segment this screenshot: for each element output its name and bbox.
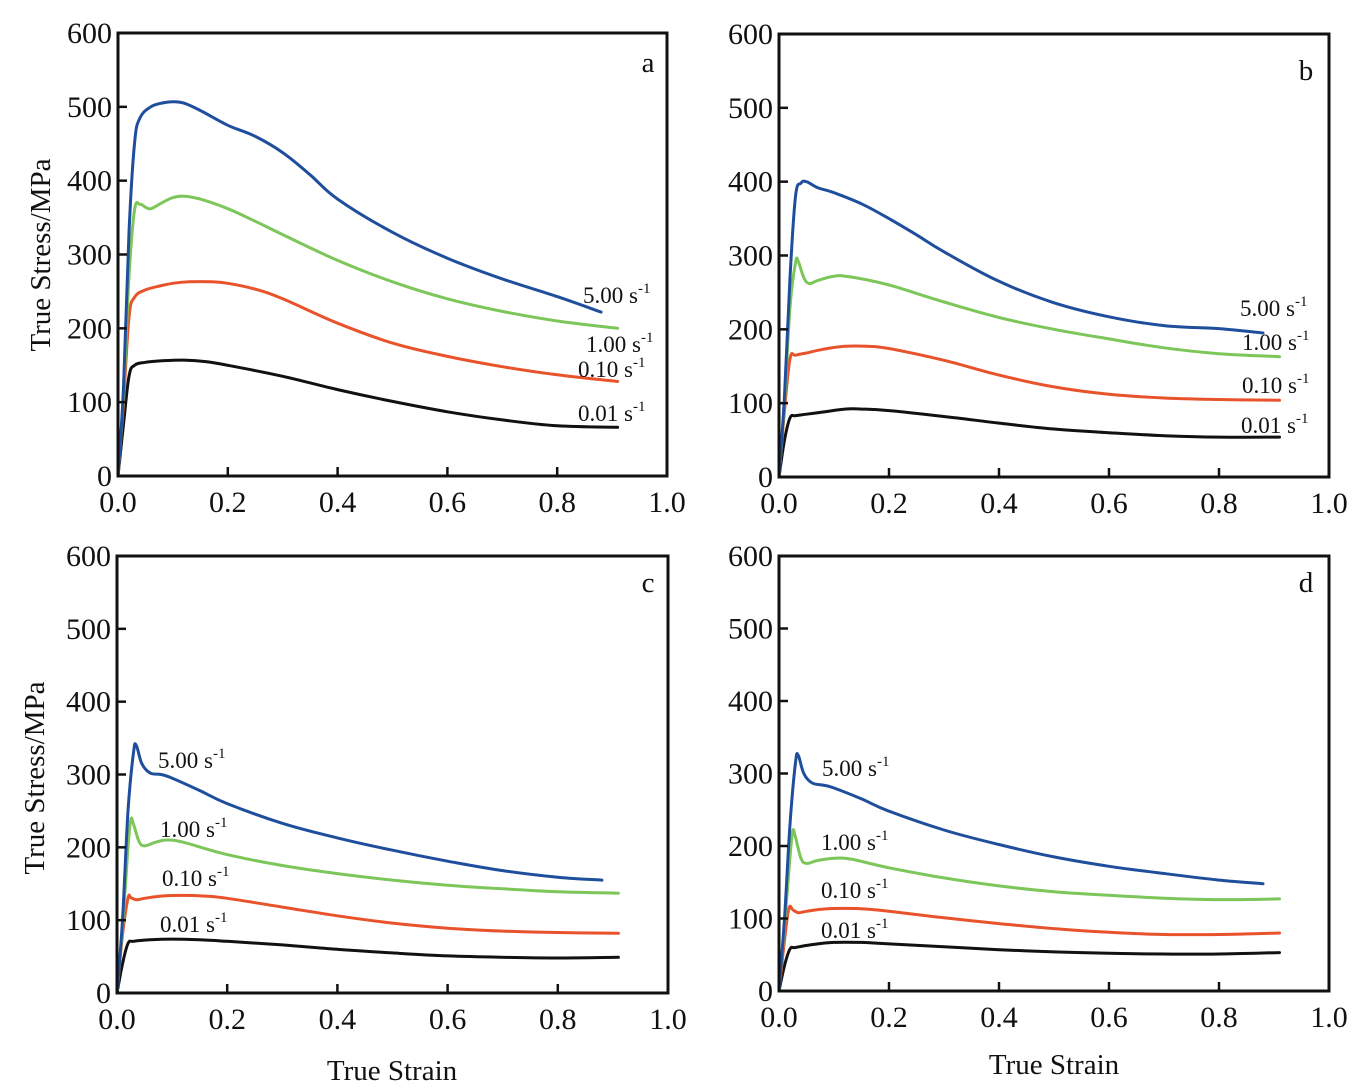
x-tick-label: 0.4 [980,487,1018,520]
x-tick-label: 0.8 [1200,1001,1238,1034]
x-tick-label: 0.4 [980,1001,1018,1034]
y-tick-label: 300 [66,759,111,792]
x-tick-label: 0.2 [870,1001,908,1034]
series-line-1.00-s-1 [115,816,620,995]
y-tick-label: 200 [67,312,112,345]
series-label-0.10: 0.10 s-1 [162,864,229,891]
x-tick-label: 0.4 [319,1003,357,1036]
series-label-5.00: 5.00 s-1 [822,754,889,781]
x-tick-label: 0.6 [1090,487,1128,520]
series-label-1.00: 1.00 s-1 [1242,328,1309,355]
series-label-0.01: 0.01 s-1 [1241,411,1308,438]
series-label-5.00: 5.00 s-1 [158,746,225,773]
x-tick-label: 0.6 [1090,1001,1128,1034]
y-tick-label: 500 [728,92,773,125]
y-tick-label: 100 [728,387,773,420]
panel-letter: b [1299,55,1314,87]
x-tick-label: 0.2 [870,487,908,520]
y-tick-label: 300 [728,758,773,791]
y-tick-label: 400 [728,685,773,718]
y-tick-label: 100 [66,904,111,937]
series-line-0.01-s-1 [115,937,620,995]
series-line-5.00-s-1 [777,179,1265,479]
y-tick-label: 600 [67,17,112,50]
series-line-5.00-s-1 [777,752,1265,993]
y-axis-title: True Stress/MPa [19,681,51,874]
series-line-0.01-s-1 [777,407,1281,479]
series-label-1.00: 1.00 s-1 [160,815,227,842]
series-label-0.10: 0.10 s-1 [578,355,645,382]
y-tick-label: 200 [728,830,773,863]
y-tick-label: 600 [66,540,111,573]
x-tick-label: 0.8 [1200,487,1238,520]
x-tick-label: 1.0 [1310,487,1348,520]
series-label-5.00: 5.00 s-1 [583,281,650,308]
x-tick-label: 1.0 [649,1003,687,1036]
panel-letter: a [642,47,655,79]
series-line-0.10-s-1 [115,893,620,995]
y-tick-label: 200 [728,313,773,346]
x-tick-label: 0.6 [429,486,467,519]
series-label-0.01: 0.01 s-1 [821,916,888,943]
y-tick-label: 400 [728,166,773,199]
y-tick-label: 500 [66,613,111,646]
y-tick-label: 200 [66,831,111,864]
series-line-0.01-s-1 [116,358,620,478]
x-tick-label: 1.0 [1310,1001,1348,1034]
x-tick-label: 0.8 [539,1003,577,1036]
x-tick-label: 0.0 [760,487,798,520]
y-tick-label: 300 [728,240,773,273]
x-tick-label: 1.0 [648,486,686,519]
y-tick-label: 300 [67,239,112,272]
y-tick-label: 600 [728,18,773,51]
series-label-5.00: 5.00 s-1 [1240,294,1307,321]
panel-letter: d [1299,567,1314,599]
series-line-1.00-s-1 [116,194,620,478]
x-tick-label: 0.2 [209,486,247,519]
y-tick-label: 600 [728,540,773,573]
y-tick-label: 0 [758,461,773,494]
series-line-0.10-s-1 [116,280,620,478]
panel-letter: c [642,567,655,599]
x-tick-label: 0.6 [429,1003,467,1036]
series-line-0.01-s-1 [777,940,1281,993]
x-tick-label: 0.0 [99,486,137,519]
x-axis-title: True Strain [327,1055,458,1087]
y-tick-label: 0 [97,460,112,493]
x-tick-label: 0.8 [538,486,576,519]
y-tick-label: 500 [728,613,773,646]
series-label-0.01: 0.01 s-1 [578,399,645,426]
y-tick-label: 0 [96,977,111,1010]
series-line-1.00-s-1 [777,256,1281,479]
y-tick-label: 500 [67,91,112,124]
x-axis-title: True Strain [989,1049,1120,1081]
series-label-0.10: 0.10 s-1 [821,876,888,903]
y-tick-label: 0 [758,975,773,1008]
series-line-0.10-s-1 [777,344,1281,479]
y-tick-label: 100 [728,903,773,936]
series-label-0.10: 0.10 s-1 [1242,371,1309,398]
series-label-1.00: 1.00 s-1 [821,828,888,855]
x-tick-label: 0.0 [98,1003,136,1036]
series-label-1.00: 1.00 s-1 [586,330,653,357]
x-tick-label: 0.4 [319,486,357,519]
series-line-1.00-s-1 [777,828,1281,993]
x-tick-label: 0.0 [760,1001,798,1034]
y-tick-label: 400 [67,165,112,198]
series-line-5.00-s-1 [116,100,603,478]
series-line-0.10-s-1 [777,904,1281,993]
series-line-5.00-s-1 [115,742,604,995]
series-label-0.01: 0.01 s-1 [160,910,227,937]
y-axis-title: True Stress/MPa [25,158,57,351]
y-tick-label: 400 [66,686,111,719]
x-tick-label: 0.2 [208,1003,246,1036]
y-tick-label: 100 [67,386,112,419]
